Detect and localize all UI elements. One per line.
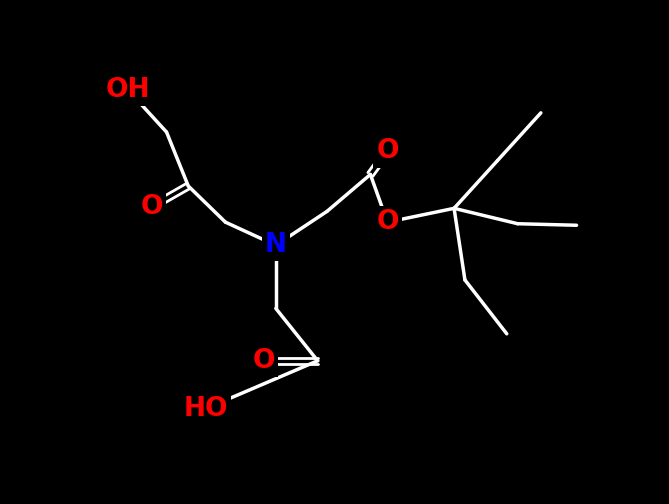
- Text: O: O: [252, 348, 275, 374]
- Text: O: O: [376, 209, 399, 235]
- Text: OH: OH: [106, 77, 150, 103]
- Text: HO: HO: [184, 396, 228, 421]
- Text: O: O: [376, 138, 399, 164]
- Text: N: N: [265, 232, 287, 258]
- Text: O: O: [140, 194, 163, 220]
